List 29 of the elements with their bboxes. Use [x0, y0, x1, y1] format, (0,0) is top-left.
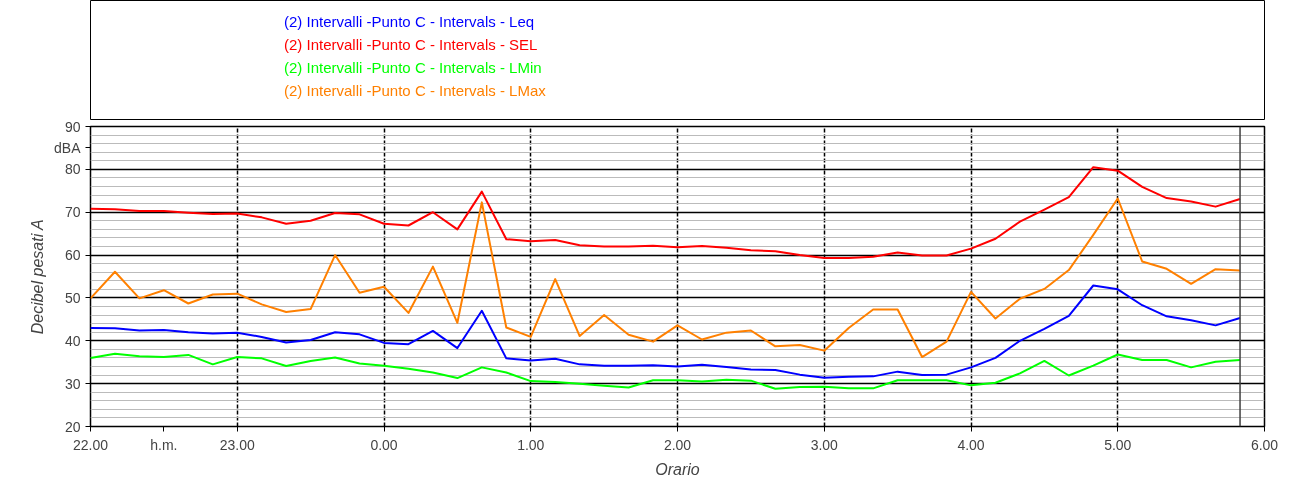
- y-tick-label: 90: [64, 118, 81, 135]
- y-tick-label: 80: [64, 161, 81, 178]
- y-tick-label: 70: [64, 204, 81, 221]
- y-tick-label: 30: [64, 375, 81, 392]
- y-axis-title: Decibel pesati A: [29, 219, 47, 335]
- line-series: [90, 284, 1242, 379]
- text: (2) Intervalli -Punto C - Intervals - Leq: [284, 12, 535, 31]
- text: dBA: [54, 139, 82, 156]
- text: (2) Intervalli -Punto C - Intervals - SEL: [284, 35, 538, 54]
- x-axis-title: Orario: [655, 460, 700, 478]
- y-tick-label: 50: [64, 289, 81, 306]
- y-tick-label: 60: [64, 247, 81, 264]
- text: (2) Intervalli -Punto C - Intervals - LMin: [284, 58, 542, 77]
- x-tick-label: 1.00: [517, 436, 545, 453]
- x-tick-label: 4.00: [957, 436, 985, 453]
- text: h.m.: [150, 436, 178, 453]
- x-tick-label: 5.00: [1104, 436, 1132, 453]
- x-tick-label: 2.00: [663, 436, 692, 453]
- y-tick-label: 20: [64, 418, 81, 435]
- x-tick-label: 3.00: [810, 436, 839, 453]
- x-tick-label: 22.00: [72, 436, 109, 453]
- line-series: [90, 352, 1242, 390]
- x-tick-label: 0.00: [370, 436, 398, 453]
- x-tick-label: 23.00: [219, 436, 255, 453]
- line-series: [90, 166, 1242, 260]
- x-tick-label: 6.00: [1250, 436, 1279, 453]
- line-series: [90, 197, 1242, 359]
- y-tick-label: 40: [64, 332, 81, 349]
- text: (2) Intervalli -Punto C - Intervals - LMax: [284, 81, 546, 100]
